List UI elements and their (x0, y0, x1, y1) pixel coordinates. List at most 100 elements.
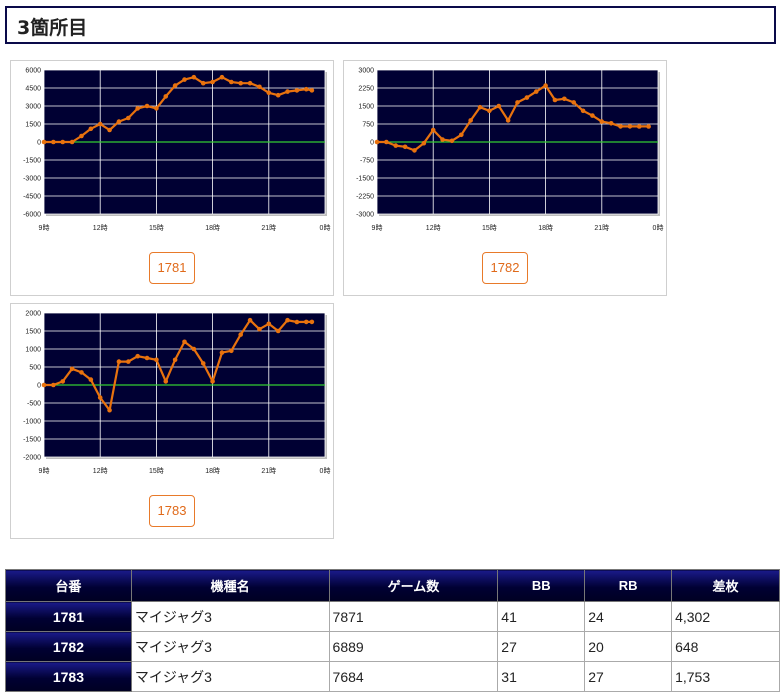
machine-button-1782[interactable]: 1782 (482, 252, 528, 284)
data-point (285, 89, 290, 94)
data-point (79, 370, 84, 375)
data-point (97, 395, 103, 400)
data-point (294, 88, 300, 93)
chart-card-1783: 2000 1500 1000 500 0 -500 -1000 -1500 -2000 9時 12時… (10, 303, 334, 539)
data-point (309, 88, 315, 93)
data-point (154, 106, 159, 111)
data-point (41, 139, 47, 145)
data-point (275, 328, 281, 334)
data-point (51, 382, 56, 388)
cell-games: 7684 (328, 661, 499, 692)
data-point (79, 133, 84, 139)
x-tick-label: 18時 (205, 467, 220, 475)
data-point (402, 144, 408, 150)
data-point (69, 366, 75, 372)
data-point (163, 379, 169, 384)
cell-bb: 31 (497, 661, 586, 692)
x-tick-label: 15時 (149, 467, 164, 475)
data-point (88, 377, 94, 382)
cell-rb: 20 (584, 631, 673, 662)
chart-card-1782: 3000 2250 1500 750 0 -750 -1500 -2250 -3000 9時 12時… (343, 60, 667, 296)
data-point (285, 317, 290, 323)
x-tick-label: 9時 (39, 224, 50, 232)
chart-1782: 3000 2250 1500 750 0 -750 -1500 -2250 -3000 9時 12時… (356, 68, 664, 233)
section-title: 3箇所目 (17, 17, 88, 39)
data-point (496, 103, 502, 109)
cell-rb: 24 (584, 601, 673, 632)
data-point (599, 119, 605, 124)
data-point (309, 319, 315, 325)
data-point (449, 138, 455, 144)
y-tick-label: 2250 (358, 86, 374, 93)
data-point (505, 118, 511, 123)
data-point (303, 319, 309, 325)
data-point (88, 126, 94, 132)
x-tick-label: 12時 (93, 224, 108, 232)
data-point (562, 96, 567, 102)
data-point (135, 106, 140, 111)
data-point (229, 79, 234, 85)
data-point (421, 140, 427, 146)
y-tick-label: 1500 (358, 104, 374, 111)
x-tick-label: 0時 (653, 224, 664, 232)
data-point (266, 90, 272, 96)
y-tick-label: -2250 (356, 194, 374, 201)
table-row: 1782 マイジャグ3 6889 27 20 648 (5, 631, 780, 662)
y-tick-label: 0 (370, 140, 374, 147)
y-tick-label: -3000 (356, 212, 374, 219)
y-tick-label: 0 (37, 140, 41, 147)
data-point (182, 77, 187, 82)
x-tick-label: 15時 (149, 224, 164, 232)
y-tick-label: -1000 (23, 419, 41, 426)
data-point (487, 108, 492, 114)
data-point (116, 119, 122, 124)
data-point (107, 407, 112, 413)
machine-button-1781[interactable]: 1781 (149, 252, 195, 284)
data-point (257, 326, 262, 332)
y-tick-label: -1500 (23, 158, 41, 165)
x-tick-label: 12時 (93, 467, 108, 475)
cell-games: 7871 (328, 601, 499, 632)
x-tick-label: 21時 (261, 224, 276, 232)
data-point (238, 332, 243, 337)
cell-diff: 1,753 (671, 661, 780, 692)
cell-games: 6889 (328, 631, 499, 662)
table-row: 1781 マイジャグ3 7871 41 24 4,302 (5, 601, 780, 632)
data-point (524, 95, 530, 100)
machine-button-1783[interactable]: 1783 (149, 495, 195, 527)
header-number: 台番 (5, 569, 132, 602)
x-tick-label: 21時 (261, 467, 276, 475)
data-point (247, 317, 253, 323)
data-point (393, 143, 399, 148)
data-point (154, 357, 159, 363)
data-point (182, 339, 187, 345)
cell-bb: 41 (497, 601, 586, 632)
y-tick-label: 1000 (25, 347, 41, 354)
data-point (144, 103, 150, 109)
y-tick-label: 750 (362, 122, 374, 129)
header-games: ゲーム数 (328, 569, 499, 602)
cell-bb: 27 (497, 631, 586, 662)
data-point (430, 127, 436, 133)
y-tick-label: 3000 (25, 104, 41, 111)
data-point (219, 350, 225, 355)
data-point (608, 120, 614, 126)
data-point (172, 357, 178, 363)
data-point (238, 80, 243, 86)
header-model: 機種名 (130, 569, 330, 602)
data-point (229, 348, 234, 354)
x-tick-label: 15時 (482, 224, 497, 232)
data-point (580, 108, 586, 114)
data-point (107, 127, 112, 133)
data-point (126, 359, 131, 364)
x-tick-label: 0時 (320, 467, 331, 475)
y-tick-label: 0 (37, 383, 41, 390)
chart-card-1781: 6000 4500 3000 1500 0 -1500 -3000 -4500 -6000 9時 1… (10, 60, 334, 296)
data-point (135, 353, 140, 359)
x-tick-label: 9時 (39, 467, 50, 475)
data-point (459, 132, 464, 138)
y-tick-label: -1500 (23, 437, 41, 444)
data-point (200, 80, 206, 86)
data-point (200, 361, 206, 366)
header-diff: 差枚 (671, 569, 780, 602)
